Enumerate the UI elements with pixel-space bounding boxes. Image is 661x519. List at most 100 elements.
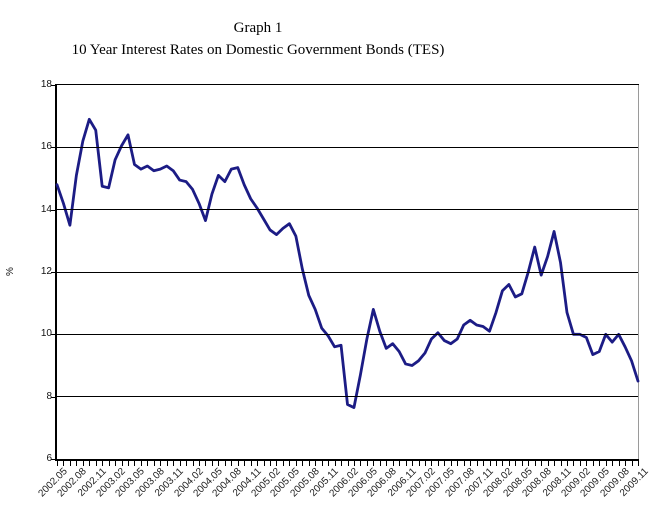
x-axis-tick <box>534 461 536 466</box>
y-tick-label: 12 <box>40 266 52 277</box>
x-axis-tick <box>289 461 291 466</box>
x-axis-tick <box>521 461 523 466</box>
x-axis-tick <box>108 461 110 466</box>
y-tick-label: 10 <box>40 328 52 340</box>
x-axis-tick <box>573 461 575 466</box>
x-axis-tick <box>218 461 220 466</box>
x-axis-tick <box>592 461 594 466</box>
y-axis-tick <box>51 459 57 460</box>
x-axis-tick <box>495 461 497 466</box>
x-axis-tick <box>605 461 607 466</box>
x-axis-tick <box>173 461 175 466</box>
x-axis-tick <box>231 461 233 466</box>
y-axis-tick <box>51 85 57 86</box>
x-axis-line <box>55 459 639 461</box>
x-axis-tick <box>121 461 123 466</box>
gridline <box>57 146 638 148</box>
x-axis-tick <box>618 461 620 466</box>
x-axis-tick <box>586 461 588 466</box>
x-axis-tick <box>560 461 562 466</box>
y-tick-label: 18 <box>40 79 52 90</box>
x-axis-tick <box>444 461 446 466</box>
y-axis-tick <box>51 209 57 211</box>
gridline <box>57 209 638 211</box>
x-axis-tick <box>541 461 543 466</box>
y-tick-label: 14 <box>40 203 52 215</box>
x-axis-tick <box>347 461 349 466</box>
x-axis-tick <box>89 461 91 466</box>
x-axis-tick <box>341 461 343 466</box>
x-axis-tick <box>76 461 78 466</box>
x-axis-tick <box>237 461 239 466</box>
x-axis-tick <box>566 461 568 466</box>
x-axis-tick <box>612 461 614 466</box>
x-axis-tick <box>515 461 517 466</box>
x-axis-tick <box>392 461 394 466</box>
interest-rate-line <box>55 117 640 409</box>
x-axis-tick <box>457 461 459 466</box>
x-axis-tick <box>102 461 104 466</box>
chart-title: Graph 1 <box>233 20 283 36</box>
x-axis-tick <box>205 461 207 466</box>
x-axis-tick <box>128 461 129 466</box>
x-axis-tick <box>63 461 65 466</box>
x-axis-tick <box>502 461 504 466</box>
x-axis-tick <box>373 461 375 466</box>
x-axis-tick <box>579 461 581 466</box>
x-axis-tick <box>315 461 317 466</box>
x-axis-tick <box>483 461 485 466</box>
x-axis-tick <box>431 461 433 466</box>
x-axis-tick <box>631 461 633 466</box>
y-axis-label: % <box>4 267 16 276</box>
x-axis-tick <box>147 461 149 466</box>
line-series-svg <box>55 117 640 409</box>
x-axis-tick <box>153 461 155 466</box>
gridline <box>57 333 638 335</box>
x-axis-tick <box>270 461 272 466</box>
x-axis-tick <box>463 461 465 466</box>
x-axis-tick <box>224 461 226 466</box>
x-axis-tick <box>599 461 601 466</box>
x-axis-tick <box>366 461 368 466</box>
plot-border-right <box>638 85 639 459</box>
x-axis-tick <box>470 461 472 466</box>
x-axis-tick <box>95 461 97 466</box>
x-axis-tick <box>257 461 259 466</box>
y-axis-tick <box>51 272 57 273</box>
x-axis-tick <box>308 461 310 466</box>
y-axis-tick <box>51 396 57 398</box>
x-axis-tick <box>302 461 304 466</box>
x-axis-tick <box>405 461 407 466</box>
y-axis-tick <box>51 334 57 336</box>
x-axis-tick <box>353 461 355 466</box>
x-axis-tick <box>250 461 252 466</box>
y-tick-label: 6 <box>46 453 52 464</box>
x-axis-tick <box>295 461 297 466</box>
gridline <box>57 396 638 398</box>
x-axis-tick <box>134 461 136 466</box>
x-axis-tick <box>186 461 188 466</box>
x-axis-tick <box>82 461 84 466</box>
x-axis-tick <box>528 461 530 466</box>
x-axis-tick <box>399 461 401 466</box>
x-axis-tick <box>282 461 284 466</box>
x-axis-tick <box>489 461 491 466</box>
x-axis-tick <box>508 461 510 466</box>
x-axis-tick <box>437 461 439 466</box>
x-axis-tick <box>476 461 478 466</box>
x-axis-tick <box>244 461 246 466</box>
x-axis-tick <box>379 461 381 466</box>
x-axis-tick <box>263 461 265 466</box>
y-axis-tick <box>51 147 57 149</box>
x-axis-tick <box>321 461 323 466</box>
x-axis-tick <box>160 461 162 466</box>
x-axis-tick <box>199 461 201 466</box>
plot-border-top <box>57 84 639 85</box>
x-axis-tick <box>179 461 181 466</box>
x-axis-tick <box>418 461 420 466</box>
gridline <box>57 271 638 273</box>
x-axis-tick <box>140 461 142 466</box>
x-axis-tick <box>166 461 168 466</box>
x-axis-tick <box>386 461 388 466</box>
x-axis-tick <box>450 461 452 466</box>
